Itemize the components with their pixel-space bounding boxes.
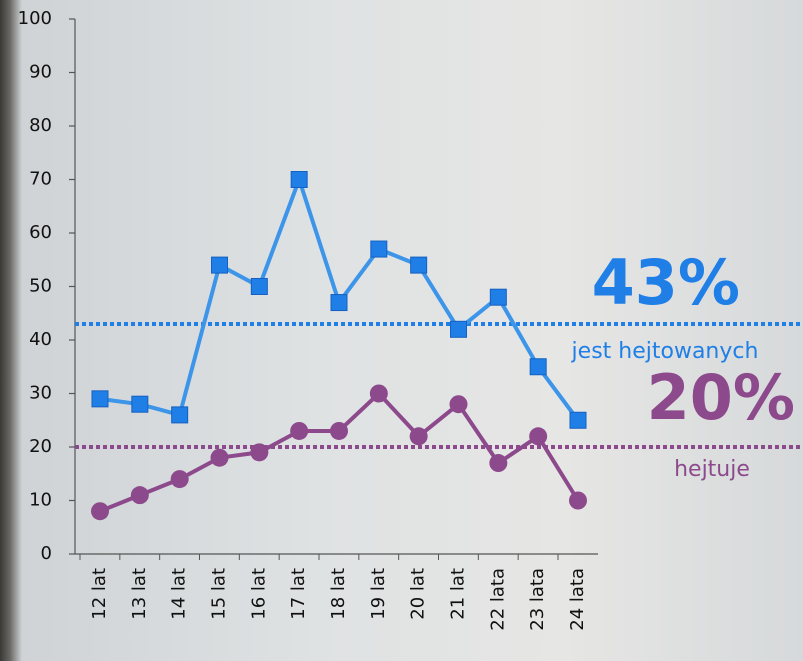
y-tick-label: 10 — [29, 490, 52, 511]
point — [211, 449, 229, 467]
x-tick-label: 15 lat — [209, 568, 230, 620]
point — [410, 427, 428, 445]
point — [331, 295, 347, 311]
point — [171, 470, 189, 488]
x-tick-label: 12 lat — [89, 568, 110, 620]
point — [450, 395, 468, 413]
point — [131, 486, 149, 504]
y-tick-label: 80 — [29, 115, 52, 136]
point — [529, 427, 547, 445]
reference-caption: hejtuje — [674, 457, 750, 482]
x-tick-label: 13 lat — [129, 568, 150, 620]
point — [172, 407, 188, 423]
reference-label: 20% — [647, 361, 795, 434]
point — [92, 391, 108, 407]
y-tick-label: 50 — [29, 276, 52, 297]
point — [371, 241, 387, 257]
x-tick-label: 18 lat — [328, 568, 349, 620]
y-tick-label: 60 — [29, 222, 52, 243]
point — [132, 396, 148, 412]
y-tick-label: 100 — [18, 8, 52, 29]
chart: 0 10 20 30 40 50 60 70 80 90 100 12 lat 13 lat 14 lat… — [0, 0, 803, 661]
x-tick-label: 23 lata — [527, 568, 548, 631]
point — [451, 321, 467, 337]
x-tick-label: 17 lat — [288, 568, 309, 620]
x-tick-label: 14 lat — [169, 568, 190, 620]
point — [411, 257, 427, 273]
point — [570, 412, 586, 428]
point — [569, 492, 587, 510]
y-tick-label: 30 — [29, 383, 52, 404]
y-tick-label: 40 — [29, 329, 52, 350]
point — [330, 422, 348, 440]
point — [490, 289, 506, 305]
x-tick-label: 16 lat — [248, 568, 269, 620]
point — [250, 443, 268, 461]
point — [530, 359, 546, 375]
point — [291, 172, 307, 188]
y-tick-label: 20 — [29, 436, 52, 457]
x-tick-label: 21 lat — [448, 568, 469, 620]
y-tick-label: 70 — [29, 169, 52, 190]
y-tick-label: 90 — [29, 62, 52, 83]
y-tick-label: 0 — [41, 543, 52, 564]
x-tick-label: 19 lat — [368, 568, 389, 620]
point — [370, 385, 388, 403]
point — [212, 257, 228, 273]
x-tick-label: 20 lat — [408, 568, 429, 620]
reference-label: 43% — [592, 246, 740, 319]
point — [489, 454, 507, 472]
point — [91, 502, 109, 520]
point — [251, 279, 267, 295]
x-tick-label: 24 lata — [567, 568, 588, 631]
x-tick-label: 22 lata — [487, 568, 508, 631]
point — [290, 422, 308, 440]
